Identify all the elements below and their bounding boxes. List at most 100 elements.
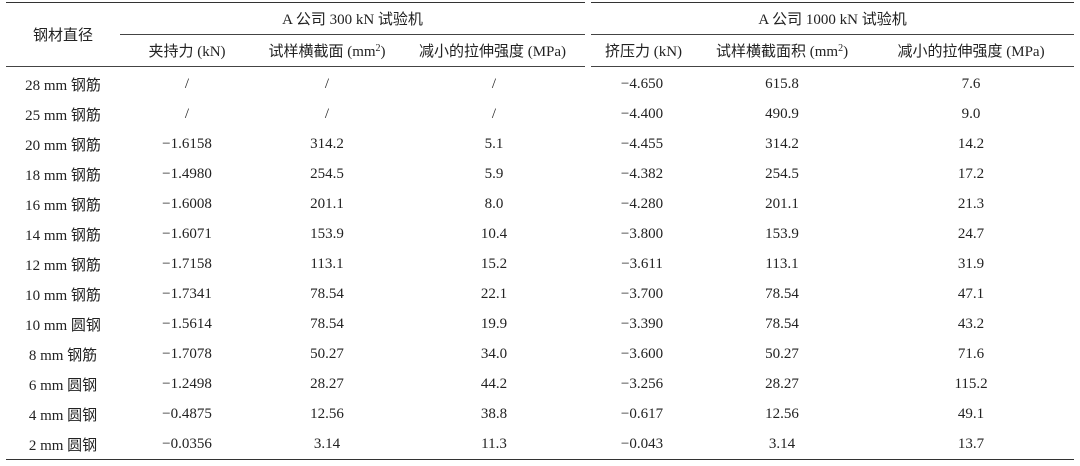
- table-row: 10 mm 圆钢 −1.5614 78.54 19.9 −3.390 78.54 43.2: [6, 309, 1074, 339]
- table-cell: 11.3: [400, 429, 589, 460]
- table-row: 18 mm 钢筋 −1.4980 254.5 5.9 −4.382 254.5 17.2: [6, 159, 1074, 189]
- row-label: 18 mm 钢筋: [25, 167, 101, 184]
- table-cell: −0.0356: [120, 429, 254, 460]
- table-cell: −1.4980: [162, 165, 212, 182]
- row-label: 4 mm 圆钢: [28, 407, 98, 424]
- data-table-container: 钢材直径 A 公司 300 kN 试验机 A 公司 1000 kN 试验机 夹持…: [6, 2, 1075, 460]
- table-cell: 71.6: [957, 345, 985, 362]
- row-label: 14 mm 钢筋: [25, 227, 101, 244]
- table-row: 2 mm 圆钢 −0.0356 3.14 11.3 −0.043 3.14 13.7: [6, 429, 1075, 460]
- table-cell: 50.27: [765, 345, 799, 362]
- table-cell: −3.600: [620, 345, 664, 362]
- table-cell: 8.0: [484, 195, 504, 212]
- table-cell: 314.2: [765, 135, 799, 152]
- table-row: 6 mm 圆钢 −1.2498 28.27 44.2 −3.256 28.27 115.2: [6, 369, 1074, 399]
- table-cell: 5.9: [484, 165, 504, 182]
- col-header-cross-section-1000-text: 试样横截面积 (mm2): [715, 43, 849, 61]
- col-header-cross-section-1000: 试样横截面积 (mm2): [696, 34, 869, 67]
- col-header-cross-section-300: 试样横截面 (mm2): [254, 34, 400, 67]
- row-label: 10 mm 圆钢: [25, 317, 101, 334]
- table-cell: 24.7: [957, 225, 985, 242]
- table-cell: 21.3: [957, 195, 985, 212]
- table-cell: 153.9: [765, 225, 799, 242]
- row-label: 12 mm 钢筋: [25, 257, 101, 274]
- table-cell: 12.56: [310, 405, 344, 422]
- table-cell: −4.455: [620, 135, 664, 152]
- table-cell: 13.7: [868, 429, 1075, 460]
- table-cell: /: [324, 105, 330, 122]
- table-cell: 47.1: [957, 285, 985, 302]
- table-cell: 115.2: [954, 375, 988, 392]
- table-row: 16 mm 钢筋 −1.6008 201.1 8.0 −4.280 201.1 21.3: [6, 189, 1074, 219]
- table-cell: 10.4: [480, 225, 508, 242]
- table-cell: 78.54: [310, 285, 344, 302]
- table-row: 8 mm 钢筋 −1.7078 50.27 34.0 −3.600 50.27 71.6: [6, 339, 1074, 369]
- table-cell: 113.1: [765, 255, 799, 272]
- table-cell: 19.9: [480, 315, 508, 332]
- row-label: 16 mm 钢筋: [25, 197, 101, 214]
- table-cell: −3.390: [620, 315, 664, 332]
- table-cell: 314.2: [310, 135, 344, 152]
- table-cell: 31.9: [957, 255, 985, 272]
- table-cell: /: [184, 105, 190, 122]
- table-cell: 3.14: [254, 429, 400, 460]
- table-cell: 38.8: [480, 405, 508, 422]
- table-cell: 7.6: [961, 75, 981, 92]
- col-header-reduced-strength-1000: 减小的拉伸强度 (MPa): [868, 34, 1075, 67]
- table-row: 12 mm 钢筋 −1.7158 113.1 15.2 −3.611 113.1 31.9: [6, 249, 1074, 279]
- table-cell: −1.7078: [162, 345, 212, 362]
- col-header-extrusion-force: 挤压力 (kN): [588, 34, 697, 67]
- table-row: 28 mm 钢筋 / / / −4.650 615.8 7.6: [6, 67, 1074, 100]
- table-cell: /: [491, 75, 497, 92]
- table-cell: −0.043: [588, 429, 697, 460]
- table-cell: −1.6008: [162, 195, 212, 212]
- table-row: 4 mm 圆钢 −0.4875 12.56 38.8 −0.617 12.56 49.1: [6, 399, 1074, 429]
- table-cell: −4.650: [620, 75, 664, 92]
- table-cell: 254.5: [310, 165, 344, 182]
- row-label: 20 mm 钢筋: [25, 137, 101, 154]
- table-cell: 28.27: [310, 375, 344, 392]
- table-header: 钢材直径 A 公司 300 kN 试验机 A 公司 1000 kN 试验机 夹持…: [6, 2, 1075, 67]
- table-cell: −1.6158: [162, 135, 212, 152]
- table-cell: 44.2: [480, 375, 508, 392]
- table-cell: 43.2: [957, 315, 985, 332]
- table-body: 28 mm 钢筋 / / / −4.650 615.8 7.6 25 mm 钢筋 / / / −4.4…: [6, 67, 1075, 460]
- table-cell: −3.700: [620, 285, 664, 302]
- table-cell: 78.54: [765, 285, 799, 302]
- row-header-steel-diameter: 钢材直径: [6, 2, 120, 67]
- table-cell: 113.1: [310, 255, 344, 272]
- table-cell: −1.7341: [162, 285, 212, 302]
- group-header-1000kn: A 公司 1000 kN 试验机: [588, 2, 1075, 35]
- table-cell: 254.5: [765, 165, 799, 182]
- table-cell: −0.4875: [162, 405, 212, 422]
- table-cell: 22.1: [480, 285, 508, 302]
- table-cell: /: [491, 105, 497, 122]
- table-cell: 49.1: [957, 405, 985, 422]
- table-cell: 153.9: [310, 225, 344, 242]
- group-header-300kn: A 公司 300 kN 试验机: [120, 2, 592, 35]
- col-header-reduced-strength-300: 减小的拉伸强度 (MPa): [400, 34, 592, 67]
- table-cell: /: [324, 75, 330, 92]
- table-cell: 490.9: [765, 105, 799, 122]
- table-cell: −1.7158: [162, 255, 212, 272]
- table-cell: −3.611: [621, 255, 663, 272]
- table-cell: 5.1: [484, 135, 504, 152]
- table-cell: 12.56: [765, 405, 799, 422]
- table-cell: −0.617: [620, 405, 664, 422]
- table-row: 25 mm 钢筋 / / / −4.400 490.9 9.0: [6, 99, 1074, 129]
- table-row: 14 mm 钢筋 −1.6071 153.9 10.4 −3.800 153.9 24.7: [6, 219, 1074, 249]
- tensile-strength-table: 钢材直径 A 公司 300 kN 试验机 A 公司 1000 kN 试验机 夹持…: [6, 2, 1075, 460]
- table-cell: −1.5614: [162, 315, 212, 332]
- table-cell: 201.1: [310, 195, 344, 212]
- table-cell: −3.256: [620, 375, 664, 392]
- table-cell: 78.54: [765, 315, 799, 332]
- col-header-clamping-force: 夹持力 (kN): [120, 34, 254, 67]
- table-row: 10 mm 钢筋 −1.7341 78.54 22.1 −3.700 78.54 47.1: [6, 279, 1074, 309]
- table-cell: 3.14: [696, 429, 869, 460]
- row-label: 8 mm 钢筋: [28, 347, 98, 364]
- table-cell: −4.400: [620, 105, 664, 122]
- table-cell: −1.2498: [162, 375, 212, 392]
- table-cell: 15.2: [480, 255, 508, 272]
- row-label: 25 mm 钢筋: [25, 107, 101, 124]
- table-cell: −1.6071: [162, 225, 212, 242]
